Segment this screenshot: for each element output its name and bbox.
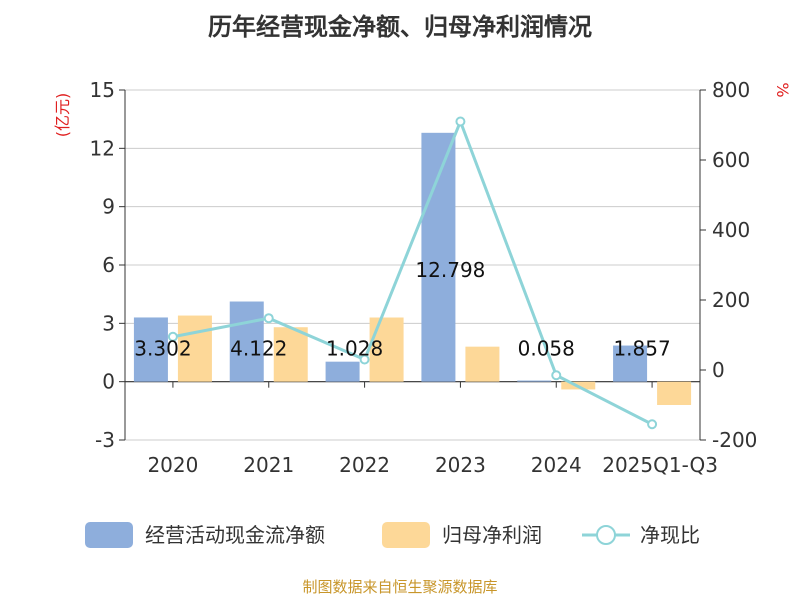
net-cash-ratio-point (647, 419, 658, 430)
line-series (167, 116, 658, 430)
right-tick-label: 200 (712, 288, 750, 312)
x-tick-label: 2025Q1-Q3 (602, 453, 718, 477)
x-tick-label: 2021 (243, 453, 294, 477)
left-tick-label: 9 (102, 195, 115, 219)
right-tick-label: 800 (712, 78, 750, 102)
cash-flow-bar (133, 317, 168, 382)
net-cash-ratio-point (551, 370, 562, 381)
left-tick-label: -3 (95, 428, 115, 452)
right-tick-label: 600 (712, 148, 750, 172)
x-tick-label: 2023 (435, 453, 486, 477)
net-profit-bar (369, 317, 404, 382)
cash-flow-bar (325, 361, 360, 382)
right-tick-label: 400 (712, 218, 750, 242)
x-tick-label: 2020 (147, 453, 198, 477)
source-note: 制图数据来自恒生聚源数据库 (302, 578, 497, 596)
net-profit-bar (657, 381, 692, 405)
left-tick-label: 12 (90, 136, 115, 160)
net-cash-ratio-point (167, 331, 178, 342)
left-tick-label: 15 (90, 78, 115, 102)
grid (125, 89, 700, 441)
right-tick-label: -200 (712, 428, 757, 452)
legend-swatch-ratio-marker[interactable] (596, 525, 616, 545)
cash-flow-bar (613, 345, 648, 382)
cash-flow-value-label: 1.857 (613, 337, 670, 361)
bar-labels: 3.302 4.122 1.028 12.798 0.058 1.857 (134, 258, 670, 361)
axes: 15 12 9 6 3 0 -3 800 600 400 200 0 -200 (亿元)% 2020 2021… (53, 78, 792, 477)
legend-label-ratio[interactable]: 净现比 (640, 523, 700, 547)
cash-flow-value-label: 1.028 (326, 337, 383, 361)
legend[interactable]: 经营活动现金流净额 归母净利润 净现比 (85, 522, 700, 548)
left-tick-label: 6 (102, 253, 115, 277)
cash-flow-value-label: 3.302 (134, 337, 191, 361)
cash-flow-bar (517, 380, 552, 382)
net-profit-bar (273, 327, 308, 382)
right-axis-unit: % (773, 82, 792, 97)
cash-flow-value-label: 12.798 (415, 258, 485, 282)
cash-flow-value-label: 0.058 (518, 337, 575, 361)
bars (133, 132, 692, 405)
net-profit-bar (465, 346, 500, 382)
chart-title: 历年经营现金净额、归母净利润情况 (208, 13, 592, 41)
x-tick-label: 2024 (531, 453, 582, 477)
net-cash-ratio-line (172, 117, 653, 426)
left-tick-label: 3 (102, 311, 115, 335)
net-cash-ratio-point (359, 354, 370, 365)
net-cash-ratio-point (455, 116, 466, 127)
net-profit-bar (177, 315, 212, 382)
legend-swatch-cash-flow[interactable] (85, 522, 133, 548)
cash-flow-bar (229, 301, 264, 382)
cash-flow-value-label: 4.122 (230, 337, 287, 361)
legend-swatch-net-profit[interactable] (382, 522, 430, 548)
net-cash-ratio-point (263, 313, 274, 324)
right-tick-label: 0 (712, 358, 725, 382)
x-tick-label: 2022 (339, 453, 390, 477)
legend-label-net-profit[interactable]: 归母净利润 (442, 523, 542, 547)
left-tick-label: 0 (102, 370, 115, 394)
legend-label-cash-flow[interactable]: 经营活动现金流净额 (145, 523, 325, 547)
left-axis-unit: (亿元) (53, 93, 72, 138)
